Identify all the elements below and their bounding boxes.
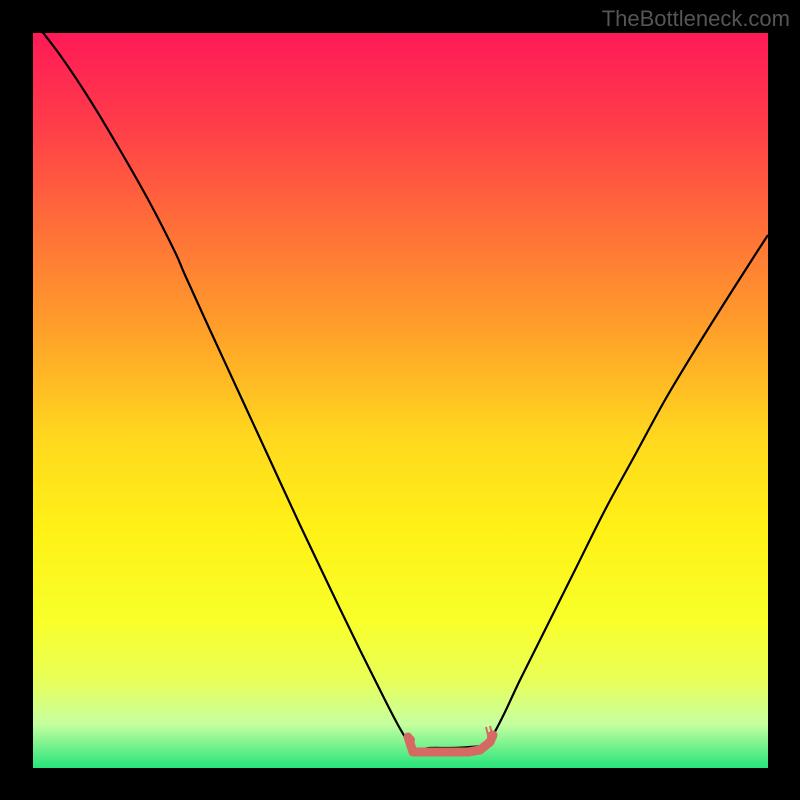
bottleneck-chart bbox=[0, 0, 800, 800]
watermark-text: TheBottleneck.com bbox=[602, 6, 790, 32]
chart-container: TheBottleneck.com bbox=[0, 0, 800, 800]
gradient-background bbox=[33, 33, 768, 768]
